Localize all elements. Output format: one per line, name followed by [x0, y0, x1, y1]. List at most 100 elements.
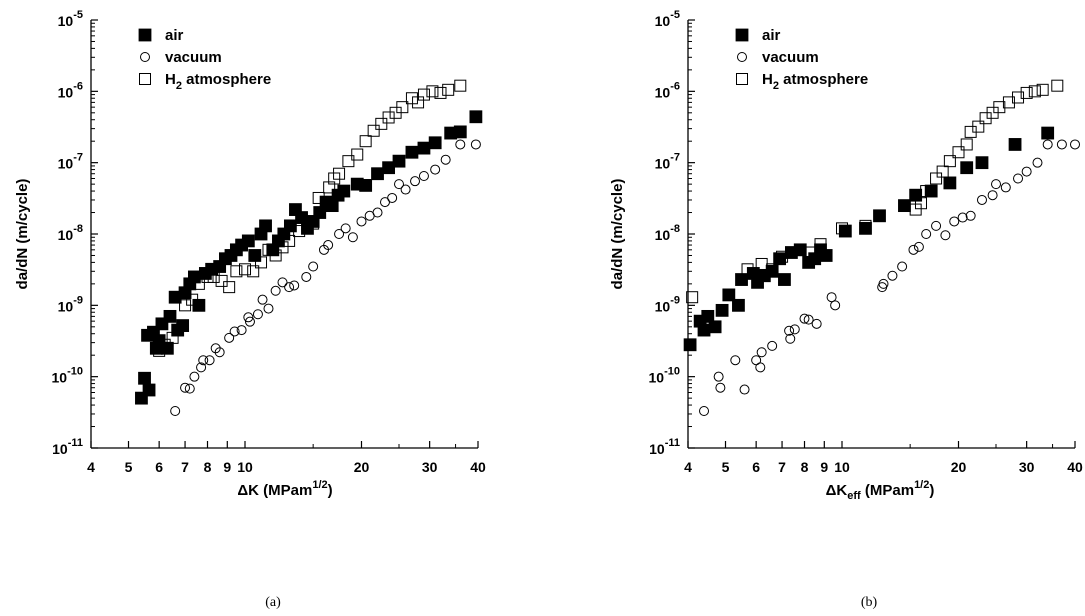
x-label-superscript: 1/2 [312, 479, 327, 491]
data-point [756, 347, 767, 358]
data-point [142, 383, 156, 397]
data-point [814, 238, 827, 251]
data-point [283, 234, 296, 247]
y-tick-base: 10 [52, 441, 68, 457]
legend-label: air [762, 27, 781, 44]
data-point [307, 217, 320, 230]
data-point [333, 167, 346, 180]
data-point [1028, 85, 1041, 98]
y-tick-base: 10 [52, 370, 68, 386]
data-point [289, 280, 300, 291]
data-point [375, 117, 388, 130]
data-point [1021, 166, 1032, 177]
data-point [838, 224, 852, 238]
data-point [243, 312, 254, 323]
data-point [715, 303, 729, 317]
data-point [819, 249, 833, 262]
data-point [921, 229, 932, 239]
data-point [204, 355, 215, 366]
data-point [440, 154, 451, 165]
x-axis-label: ΔKeff (MPam1/2) [826, 479, 935, 502]
data-point [949, 216, 960, 227]
data-point [359, 179, 373, 192]
x-tick-label: 6 [155, 459, 163, 475]
data-point [392, 154, 406, 168]
y-tick-label: 10-11 [649, 437, 680, 457]
x-label-subscript: eff [847, 490, 861, 502]
data-point [394, 179, 405, 190]
data-point [198, 355, 209, 366]
data-point [993, 101, 1006, 114]
data-point [418, 171, 429, 182]
data-point [913, 241, 924, 252]
data-point [943, 176, 957, 190]
data-point [859, 221, 872, 235]
data-point [239, 263, 252, 276]
x-tick-label: 20 [951, 459, 967, 475]
data-point [699, 406, 710, 417]
data-point [351, 148, 364, 161]
data-point [739, 384, 750, 395]
legend-marker [140, 52, 150, 62]
y-axis-label: da/dN (m/cycle) [14, 179, 31, 290]
data-point [372, 207, 383, 218]
data-point [340, 223, 351, 234]
data-point [276, 241, 289, 254]
data-point [356, 216, 367, 227]
x-tick-label: 7 [181, 459, 189, 475]
legend-label: vacuum [762, 49, 819, 66]
data-point [184, 383, 195, 394]
x-tick-label: 8 [204, 459, 212, 475]
x-tick-label: 8 [801, 459, 809, 475]
data-point [417, 88, 430, 101]
x-tick-label: 9 [223, 459, 231, 475]
data-point [196, 362, 207, 373]
data-point [1042, 139, 1053, 150]
data-point [442, 83, 455, 96]
legend-label-text: H [762, 71, 773, 88]
data-point [270, 285, 281, 296]
data-point [826, 292, 837, 303]
data-point [236, 325, 247, 336]
data-point [328, 172, 341, 185]
data-point [229, 326, 240, 337]
data-point [180, 382, 191, 393]
y-tick-base: 10 [655, 227, 671, 243]
data-point [713, 371, 724, 382]
data-point [789, 324, 800, 335]
data-point [776, 250, 789, 263]
y-tick-base: 10 [655, 13, 671, 29]
legend-label: vacuum [165, 49, 222, 66]
y-tick-base: 10 [58, 298, 74, 314]
x-tick-label: 7 [778, 459, 786, 475]
y-tick-exponent: -7 [670, 152, 680, 164]
data-point [794, 243, 807, 256]
x-tick-label: 40 [470, 459, 486, 475]
series-air [135, 110, 483, 405]
data-point [898, 199, 911, 213]
y-tick-base: 10 [58, 156, 74, 172]
data-point [158, 338, 171, 351]
data-point [470, 139, 481, 150]
data-point [1036, 83, 1049, 96]
data-point [1032, 157, 1043, 168]
data-point [960, 161, 974, 175]
legend-label-subscript: 2 [773, 80, 779, 92]
data-point [683, 338, 697, 352]
data-point [793, 243, 807, 257]
data-point [1013, 173, 1024, 184]
data-point [186, 293, 199, 306]
data-point [773, 252, 787, 266]
data-point [323, 240, 334, 251]
data-point [308, 261, 319, 272]
data-point [778, 273, 791, 286]
data-point [160, 341, 174, 355]
data-point [248, 249, 262, 262]
data-point [830, 300, 841, 311]
y-tick-label: 10-9 [58, 294, 83, 314]
data-point [701, 309, 715, 323]
legend-marker [736, 73, 748, 85]
legend-label-rest: atmosphere [779, 71, 868, 88]
series-h2-atmosphere [153, 79, 467, 357]
data-point [836, 222, 849, 235]
